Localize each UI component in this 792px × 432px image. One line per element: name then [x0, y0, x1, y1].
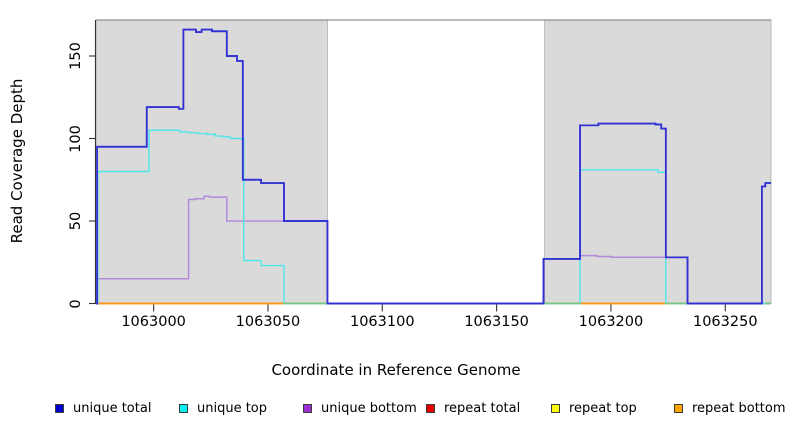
legend-label: unique total — [73, 400, 152, 416]
legend-swatch-icon — [426, 403, 435, 413]
y-tick-label: 100 — [68, 124, 84, 153]
x-axis-label: Coordinate in Reference Genome — [271, 361, 521, 379]
legend-item-repeat-top: repeat top — [551, 399, 637, 417]
legend-label: unique top — [197, 400, 268, 416]
legend-item-unique-total: unique total — [55, 399, 151, 417]
y-tick-label: 50 — [68, 211, 84, 231]
shaded-region — [95, 19, 328, 304]
legend-swatch-icon — [551, 403, 560, 413]
legend-swatch-icon — [674, 403, 683, 413]
y-tick-label: 150 — [68, 42, 84, 70]
series-unique-total — [96, 28, 771, 305]
series-unique-bottom — [96, 195, 771, 305]
x-tick-label: 1063200 — [578, 314, 644, 330]
legend-item-repeat-total: repeat total — [426, 399, 520, 417]
legend-item-repeat-bottom: repeat bottom — [674, 399, 786, 417]
x-tick-label: 1063150 — [464, 314, 529, 330]
legend-swatch-icon — [179, 403, 188, 413]
legend-label: unique bottom — [321, 400, 417, 416]
y-axis-label: Read Coverage Depth — [8, 78, 26, 244]
legend-label: repeat bottom — [692, 400, 786, 416]
x-tick-label: 1063100 — [349, 314, 415, 330]
x-tick-label: 1063050 — [235, 314, 301, 330]
legend-swatch-icon — [303, 403, 312, 413]
x-tick-label: 1063000 — [121, 314, 186, 330]
legend-swatch-icon — [55, 403, 64, 413]
legend-label: repeat total — [444, 400, 521, 416]
x-tick-label: 1063250 — [692, 314, 758, 330]
y-tick-label: 0 — [68, 298, 84, 309]
legend-item-unique-top: unique top — [179, 399, 267, 417]
legend-item-unique-bottom: unique bottom — [303, 399, 417, 417]
legend-label: repeat top — [569, 400, 637, 416]
shaded-region — [544, 19, 772, 304]
